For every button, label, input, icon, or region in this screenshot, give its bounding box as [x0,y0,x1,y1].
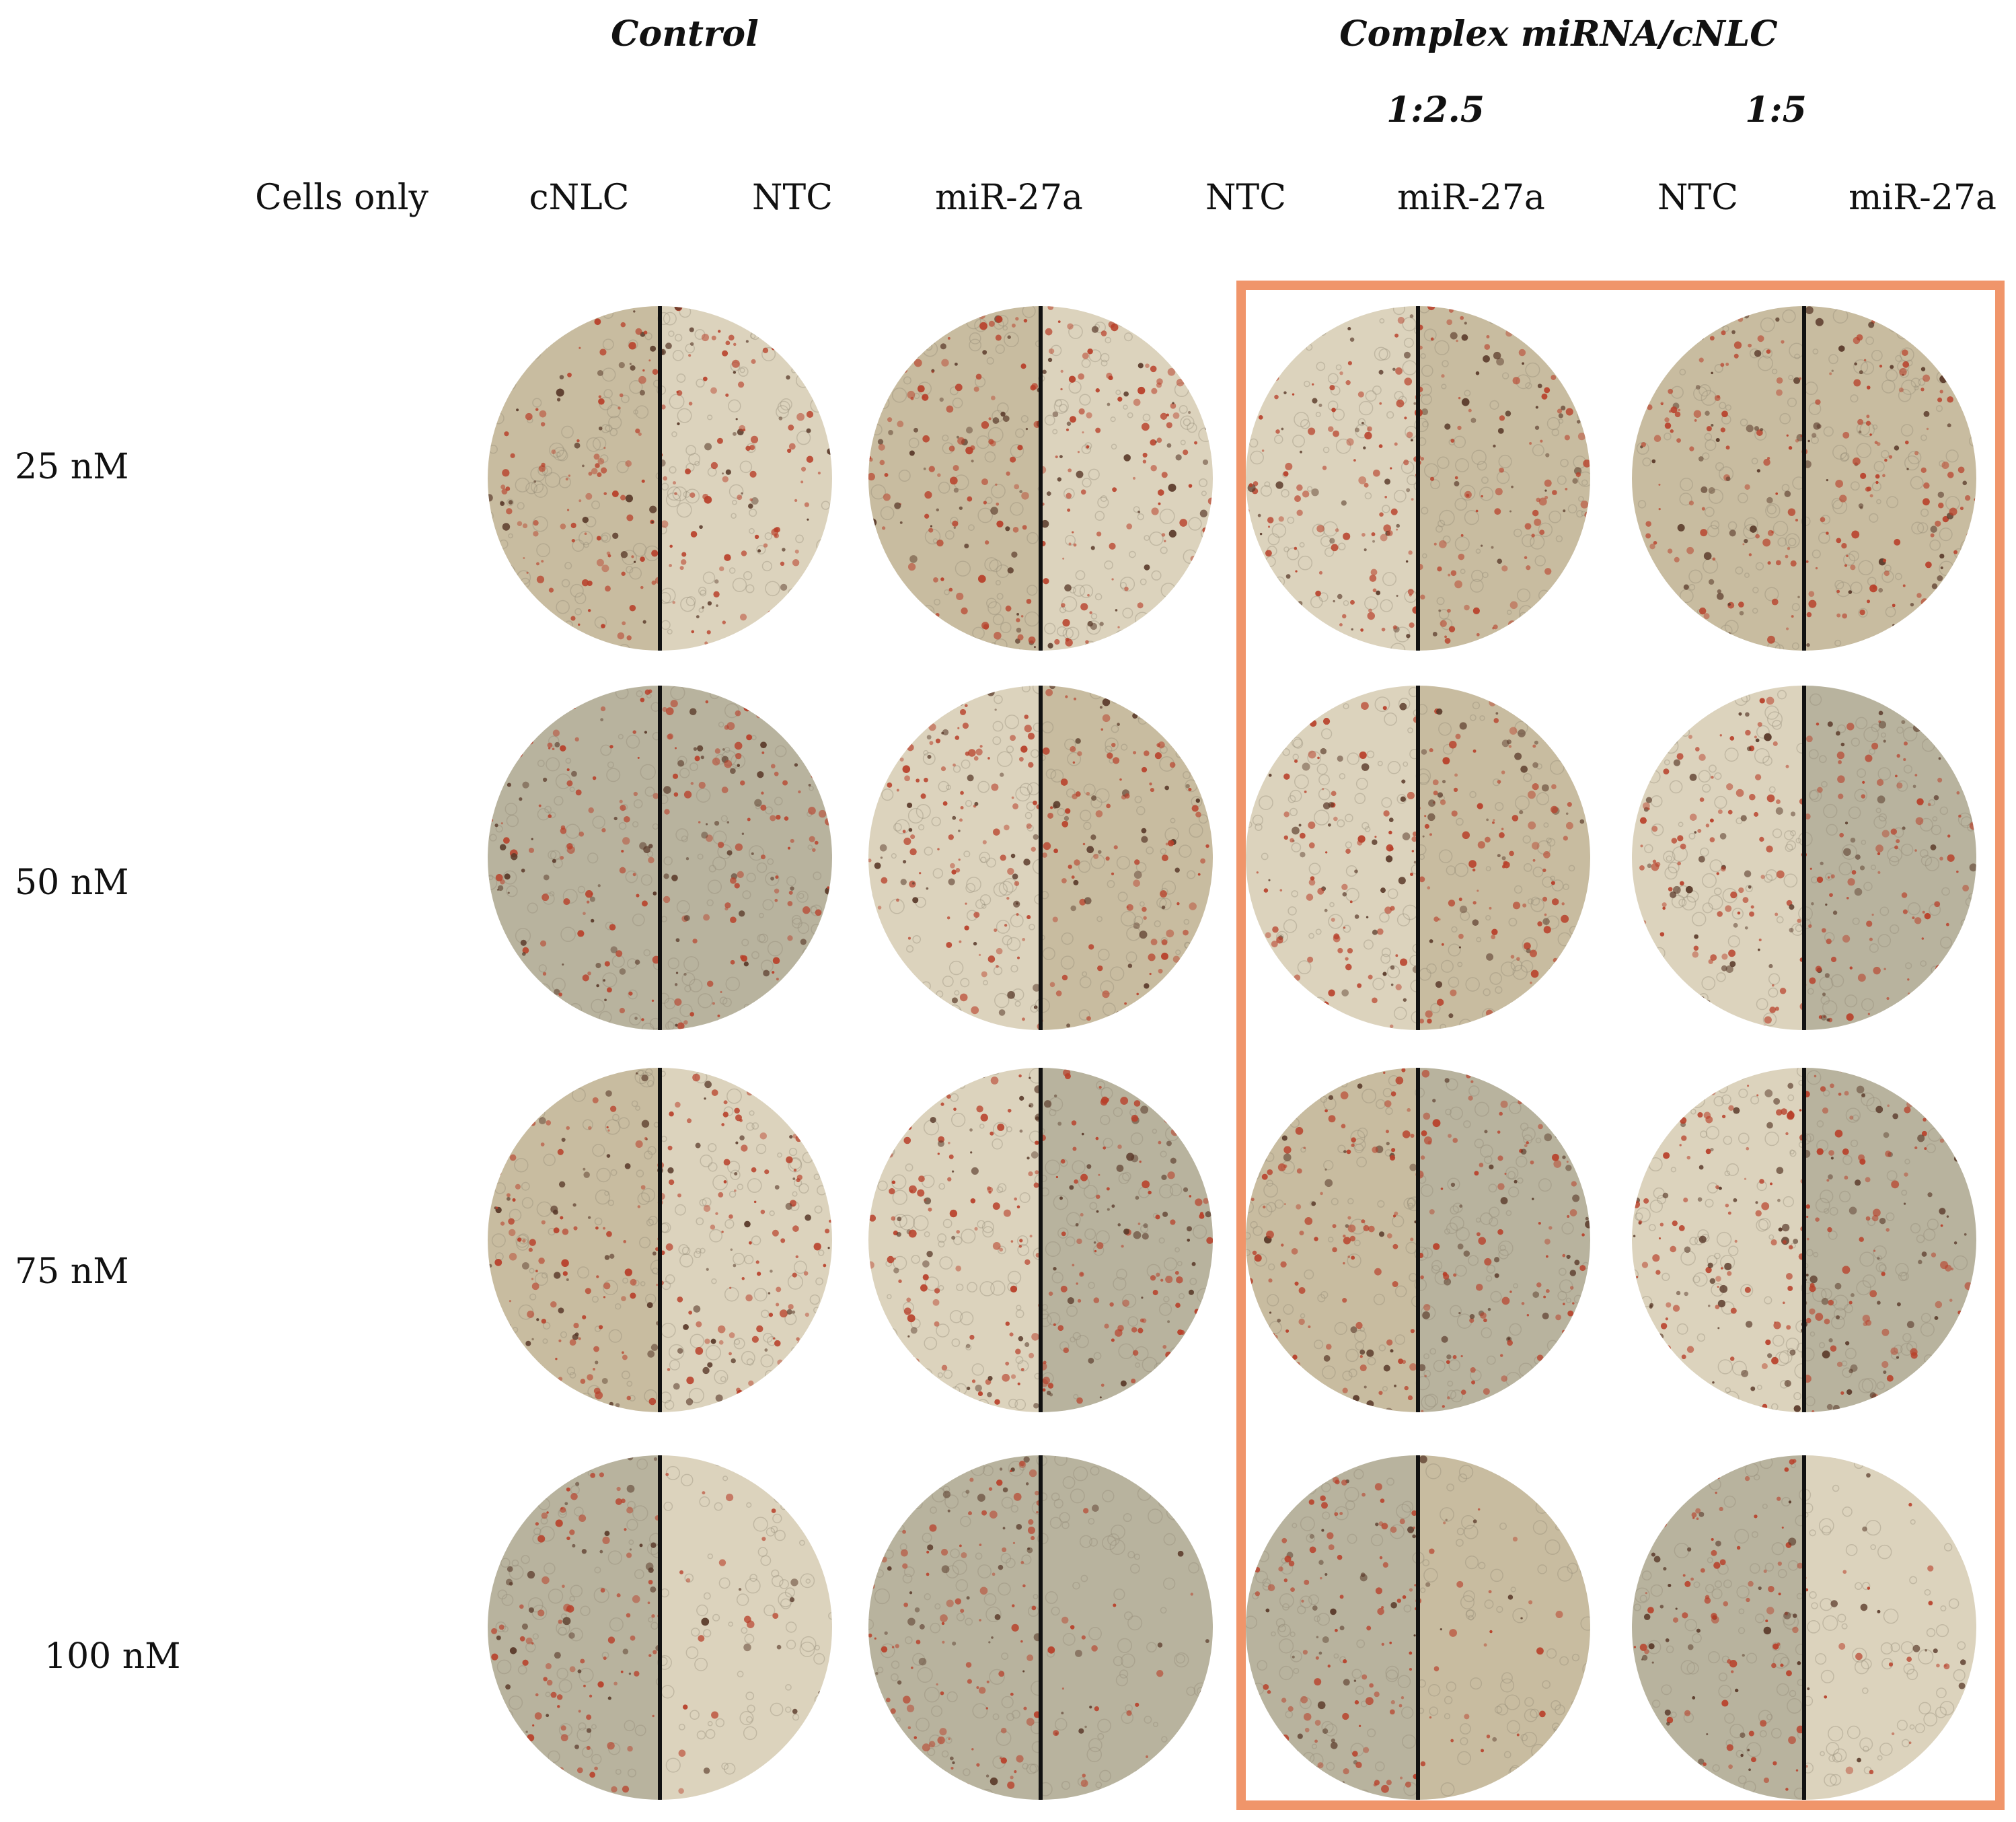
well-divider [1416,686,1420,1030]
well-control-cnlc-ntc-100nm [488,1455,832,1800]
column-label-ntc-1-2-5: NTC [1205,178,1286,218]
well-control-ntc-mir27a-25nm [868,306,1213,651]
well-complex-1-5-25nm [1632,306,1976,651]
column-label-mir27a-1-2-5: miR-27a [1397,178,1545,218]
well-control-cnlc-ntc-25nm [488,306,832,651]
well-complex-1-5-75nm [1632,1068,1976,1412]
well-divider [1039,1455,1043,1800]
well-complex-1-2-5-25nm [1246,306,1590,651]
well-divider [1416,1068,1420,1412]
well-divider [1802,1455,1806,1800]
column-label-mir27a-control: miR-27a [935,178,1083,218]
well-complex-1-5-50nm [1632,686,1976,1030]
column-label-ntc-control: NTC [752,178,833,218]
complex-highlight-box [1236,281,2005,1810]
column-label-cnlc: cNLC [529,178,630,218]
well-complex-1-2-5-50nm [1246,686,1590,1030]
complex-header: Complex miRNA/cNLC [1339,13,1778,54]
well-divider [1416,306,1420,651]
row-label-50nm: 50 nM [15,863,129,903]
well-divider [1802,686,1806,1030]
well-divider [1802,306,1806,651]
well-divider [658,306,662,651]
well-divider [658,1455,662,1800]
well-complex-1-2-5-75nm [1246,1068,1590,1412]
column-label-ntc-1-5: NTC [1657,178,1738,218]
well-control-cnlc-ntc-75nm [488,1068,832,1412]
well-control-ntc-mir27a-75nm [868,1068,1213,1412]
well-divider [1416,1455,1420,1800]
ratio-1-5-label: 1:5 [1745,89,1807,131]
column-label-cells-only: Cells only [255,178,428,218]
well-control-ntc-mir27a-50nm [868,686,1213,1030]
well-divider [1802,1068,1806,1412]
row-label-100nm: 100 nM [44,1636,181,1677]
well-control-cnlc-ntc-50nm [488,686,832,1030]
well-complex-1-2-5-100nm [1246,1455,1590,1800]
well-divider [1039,1068,1043,1412]
well-control-ntc-mir27a-100nm [868,1455,1213,1800]
well-complex-1-5-100nm [1632,1455,1976,1800]
ratio-1-2-5-label: 1:2.5 [1386,89,1485,131]
control-header: Control [611,13,759,54]
column-label-mir27a-1-5: miR-27a [1849,178,1996,218]
well-divider [1039,686,1043,1030]
row-label-75nm: 75 nM [15,1251,129,1292]
well-divider [658,686,662,1030]
well-divider [658,1068,662,1412]
row-label-25nm: 25 nM [15,447,129,487]
well-divider [1039,306,1043,651]
